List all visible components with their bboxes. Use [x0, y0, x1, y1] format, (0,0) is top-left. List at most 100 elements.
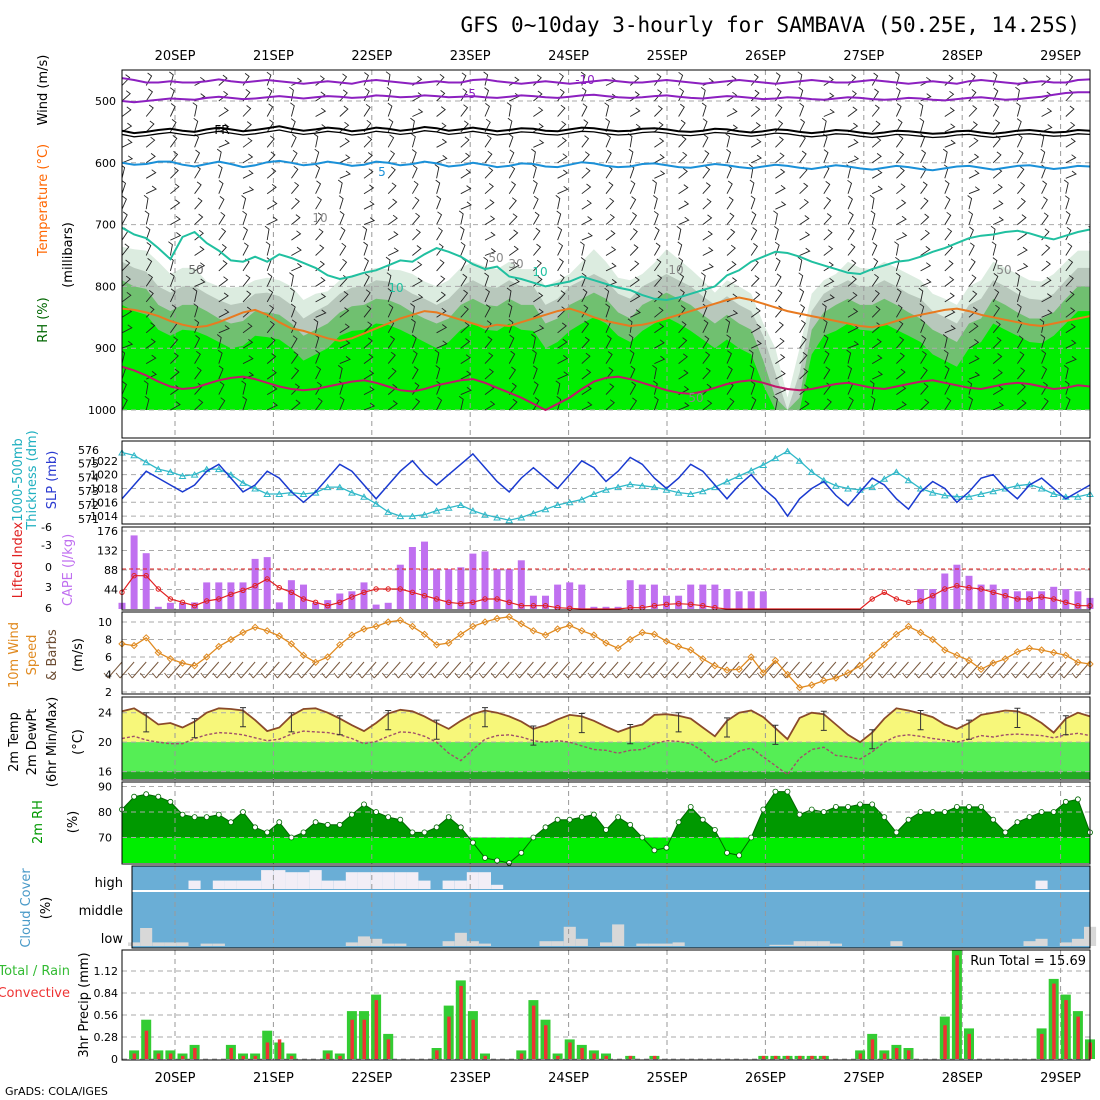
upper-wind-barb [266, 288, 274, 303]
thickness-point [638, 482, 647, 489]
wind-barb [1035, 661, 1055, 679]
thickness-point [348, 489, 356, 496]
upper-wind-barb [750, 227, 758, 241]
upper-wind-barb [993, 216, 1004, 226]
wind-barb [636, 661, 655, 679]
upper-wind-barb [557, 153, 568, 164]
upper-wind-barb [871, 306, 881, 318]
precip-conv-bar [326, 1053, 330, 1059]
cloud-low-bar [478, 943, 491, 946]
upper-wind-barb [218, 139, 230, 148]
cloud-low-bar [793, 941, 806, 946]
cape-bar [457, 567, 465, 609]
wind-speed-point [190, 662, 199, 670]
upper-wind-barb [944, 180, 950, 194]
upper-wind-barb [507, 117, 513, 133]
cloud-low-bar [382, 943, 395, 946]
upper-wind-barb [170, 199, 181, 210]
upper-wind-barb [194, 76, 206, 86]
upper-wind-barb [750, 195, 756, 210]
upper-wind-barb [581, 199, 592, 210]
rh2m-point [1038, 809, 1045, 815]
lifted-point [688, 601, 694, 607]
upper-wind-barb [412, 245, 422, 256]
lifted-point [978, 586, 984, 592]
wind-barb [684, 661, 704, 679]
upper-wind-barb [556, 396, 562, 411]
upper-wind-barb [218, 180, 224, 194]
rh2m-point [639, 834, 646, 841]
thickness-point [989, 487, 998, 495]
precip-conv-bar [580, 1048, 584, 1059]
upper-wind-barb [387, 134, 395, 148]
lifted-point [191, 603, 198, 609]
upper-wind-barb [847, 211, 854, 225]
upper-wind-barb [387, 400, 398, 411]
wind-barb [430, 661, 450, 679]
upper-wind-barb [242, 242, 249, 256]
wind-barb [442, 661, 462, 679]
upper-wind-barb [1017, 263, 1029, 272]
upper-wind-barb [533, 106, 544, 117]
precip-conv-bar [894, 1048, 899, 1059]
upper-wind-barb [605, 246, 617, 256]
upper-wind-barb [122, 74, 131, 86]
upper-wind-barb [508, 319, 514, 333]
lifted-point [1002, 593, 1008, 599]
upper-wind-barb [436, 90, 446, 102]
wind-barb [1011, 661, 1030, 679]
upper-wind-barb [436, 340, 448, 349]
upper-wind-barb [581, 232, 593, 241]
upper-wind-barb [484, 166, 494, 179]
upper-wind-barb [387, 288, 393, 303]
precip-conv-bar [386, 1039, 391, 1059]
temp-minmax-bar [724, 717, 730, 738]
label-temp-unit: (°C) [71, 729, 86, 755]
lifted-point [494, 596, 500, 602]
precip-conv-bar [132, 1053, 137, 1059]
upper-wind-barb [363, 241, 369, 256]
upper-wind-barb [218, 308, 230, 318]
rh2m-point [469, 839, 476, 846]
upper-wind-barb [968, 274, 977, 287]
upper-wind-barb [1041, 276, 1052, 287]
cape-bar [324, 600, 332, 609]
upper-wind-barb [605, 367, 614, 380]
cloud-category-label: low [101, 932, 124, 947]
upper-wind-barb [920, 262, 932, 272]
upper-wind-barb [654, 306, 664, 318]
cloud-low-bar [551, 941, 564, 946]
upper-wind-barb [242, 186, 255, 195]
upper-wind-barb [605, 383, 615, 395]
upper-wind-barb [122, 259, 131, 272]
pressure-tick: 600 [95, 157, 116, 170]
upper-wind-barb [435, 179, 441, 194]
cape-bar [336, 593, 344, 609]
upper-wind-barb [217, 164, 223, 179]
upper-wind-barb [363, 353, 374, 364]
precip-conv-bar [435, 1050, 439, 1059]
cape-bar [408, 547, 416, 609]
wind-speed-point [747, 653, 755, 661]
upper-wind-barb [291, 246, 302, 256]
upper-wind-barb [629, 107, 641, 117]
panel-frame [121, 69, 1091, 439]
lifted-point [131, 573, 137, 579]
upper-wind-barb [436, 396, 443, 411]
upper-wind-barb [363, 321, 373, 334]
upper-wind-barb [775, 354, 786, 364]
thickness-point [481, 511, 489, 518]
upper-wind-barb [532, 164, 537, 179]
upper-wind-barb [726, 334, 732, 349]
thickness-point [420, 511, 429, 518]
upper-wind-barb [339, 307, 350, 318]
upper-wind-barb [992, 273, 999, 287]
lifted-point [433, 596, 440, 602]
cape-bar [675, 595, 683, 609]
upper-wind-barb [460, 354, 471, 364]
upper-wind-barb [847, 139, 859, 148]
thickness-point [577, 496, 586, 503]
upper-wind-barb [412, 108, 424, 117]
upper-wind-barb [266, 304, 275, 318]
cape-bar [554, 584, 562, 609]
